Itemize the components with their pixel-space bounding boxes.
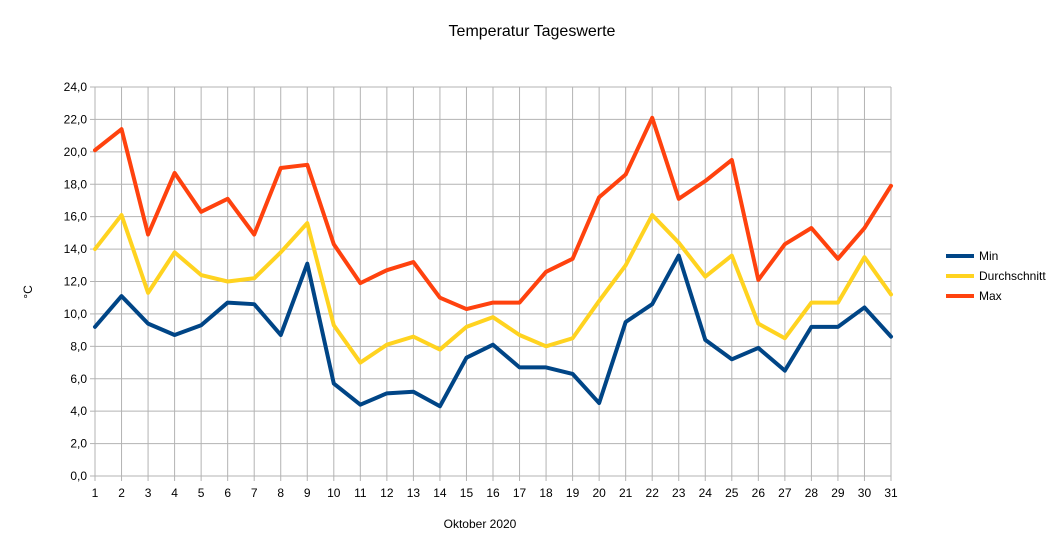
- y-axis-label: °C: [21, 285, 35, 299]
- y-tick-label: 2,0: [70, 437, 87, 451]
- x-tick-label: 16: [486, 486, 500, 500]
- x-tick-label: 21: [619, 486, 633, 500]
- y-tick-label: 18,0: [64, 177, 88, 191]
- x-tick-label: 4: [171, 486, 178, 500]
- y-axis-ticks: 0,0 2,0 4,0 6,0 8,0 10,0 12,0 14,0 16,0 18,0 20,0 2…: [64, 80, 88, 483]
- x-tick-label: 9: [304, 486, 311, 500]
- y-tick-label: 14,0: [64, 242, 88, 256]
- x-tick-label: 27: [778, 486, 792, 500]
- x-tick-label: 11: [354, 486, 367, 500]
- x-tick-label: 17: [513, 486, 527, 500]
- legend: Min Durchschnitt Max: [946, 249, 1046, 303]
- x-tick-label: 1: [92, 486, 99, 500]
- x-tick-label: 20: [592, 486, 606, 500]
- x-tick-label: 28: [805, 486, 819, 500]
- y-tick-label: 24,0: [64, 80, 88, 94]
- series-line-durchschnitt: [93, 213, 893, 365]
- y-tick-label: 12,0: [64, 275, 88, 289]
- x-tick-label: 31: [884, 486, 898, 500]
- legend-label: Min: [979, 249, 998, 263]
- x-tick-label: 7: [251, 486, 258, 500]
- legend-label: Durchschnitt: [979, 269, 1046, 283]
- x-tick-label: 23: [672, 486, 686, 500]
- x-tick-label: 12: [380, 486, 394, 500]
- x-tick-label: 8: [277, 486, 284, 500]
- y-tick-label: 8,0: [70, 339, 87, 353]
- x-tick-label: 22: [646, 486, 660, 500]
- y-tick-label: 4,0: [70, 404, 87, 418]
- y-tick-label: 22,0: [64, 112, 88, 126]
- x-tick-label: 19: [566, 486, 580, 500]
- x-axis-ticks: 1 2 3 4 5 6 7 8 9 10 11 12 13 14 15 16 17 18 19 20 21 22 23 24 2…: [92, 486, 898, 500]
- legend-label: Max: [979, 289, 1002, 303]
- x-tick-label: 25: [725, 486, 739, 500]
- x-tick-label: 5: [198, 486, 205, 500]
- chart-title: Temperatur Tageswerte: [449, 23, 616, 40]
- series-line-max: [93, 115, 893, 312]
- series-lines: [93, 115, 893, 409]
- series-line-min: [93, 253, 893, 409]
- y-tick-label: 0,0: [70, 469, 87, 483]
- x-tick-label: 18: [539, 486, 553, 500]
- y-tick-label: 6,0: [70, 372, 87, 386]
- x-tick-label: 15: [460, 486, 474, 500]
- x-tick-label: 13: [407, 486, 421, 500]
- x-tick-label: 14: [433, 486, 447, 500]
- y-tick-label: 10,0: [64, 307, 88, 321]
- y-tick-label: 20,0: [64, 145, 88, 159]
- x-axis-label: Oktober 2020: [444, 517, 517, 531]
- x-tick-label: 30: [858, 486, 872, 500]
- x-tick-label: 3: [145, 486, 152, 500]
- x-tick-label: 26: [752, 486, 766, 500]
- x-tick-label: 24: [699, 486, 713, 500]
- x-tick-label: 6: [224, 486, 231, 500]
- x-tick-label: 29: [831, 486, 845, 500]
- x-tick-label: 2: [118, 486, 125, 500]
- x-tick-label: 10: [327, 486, 341, 500]
- y-tick-label: 16,0: [64, 210, 88, 224]
- grid: [90, 86, 892, 481]
